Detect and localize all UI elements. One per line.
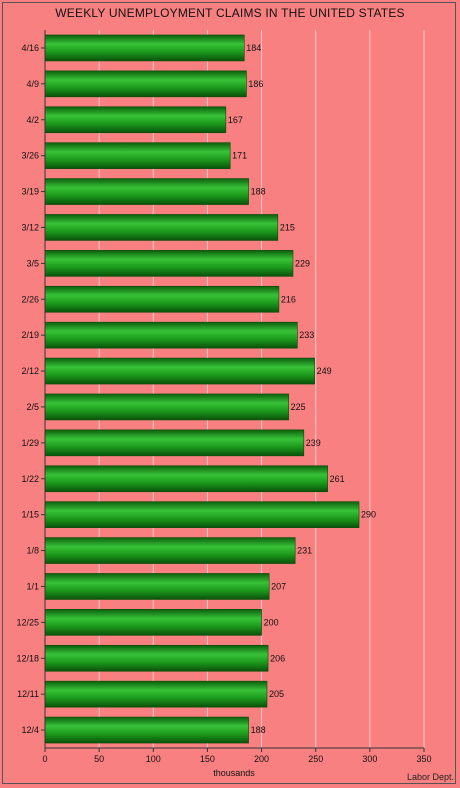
bar <box>44 501 360 528</box>
bar <box>44 680 268 708</box>
data-label: 167 <box>228 115 243 125</box>
source-label: Labor Dept. <box>406 772 454 782</box>
y-tick-label: 4/2 <box>26 115 39 125</box>
chart-frame <box>2 2 456 784</box>
bar <box>44 429 305 457</box>
bar <box>44 250 294 277</box>
data-label: 215 <box>280 222 295 232</box>
bar <box>44 106 227 134</box>
y-tick-label: 12/25 <box>16 617 39 627</box>
y-tick-label: 12/4 <box>21 725 39 735</box>
y-tick-label: 3/5 <box>26 258 39 268</box>
bar <box>44 716 249 744</box>
y-tick-label: 4/9 <box>26 79 39 89</box>
y-tick-label: 1/22 <box>21 474 39 484</box>
y-tick-label: 1/29 <box>21 438 39 448</box>
data-label: 233 <box>299 330 314 340</box>
bar <box>44 357 315 385</box>
data-label: 216 <box>281 294 296 304</box>
x-tick-label: 250 <box>308 754 323 764</box>
x-tick-label: 50 <box>94 754 104 764</box>
y-tick-label: 3/12 <box>21 222 39 232</box>
data-label: 205 <box>269 689 284 699</box>
data-label: 188 <box>251 187 266 197</box>
y-tick-label: 12/18 <box>16 653 39 663</box>
x-tick-label: 100 <box>146 754 161 764</box>
bar <box>44 465 328 493</box>
y-tick-label: 1/1 <box>26 581 39 591</box>
x-tick-label: 0 <box>42 754 47 764</box>
bar <box>44 321 298 349</box>
data-label: 261 <box>330 474 345 484</box>
y-tick-label: 1/8 <box>26 546 39 556</box>
bar <box>44 178 249 205</box>
bar <box>44 644 269 672</box>
y-tick-label: 4/16 <box>21 43 39 53</box>
data-label: 188 <box>251 725 266 735</box>
y-tick-label: 2/26 <box>21 294 39 304</box>
chart-title: WEEKLY UNEMPLOYMENT CLAIMS IN THE UNITED… <box>55 6 405 20</box>
y-tick-label: 3/26 <box>21 151 39 161</box>
bar <box>44 609 262 636</box>
bar <box>44 573 270 600</box>
bar <box>44 393 289 421</box>
data-label: 171 <box>232 151 247 161</box>
y-tick-label: 2/19 <box>21 330 39 340</box>
data-label: 207 <box>271 581 286 591</box>
data-label: 200 <box>264 617 279 627</box>
y-tick-label: 2/5 <box>26 402 39 412</box>
bar <box>44 214 279 241</box>
data-label: 239 <box>306 438 321 448</box>
data-label: 225 <box>291 402 306 412</box>
bar <box>44 285 280 313</box>
y-tick-label: 1/15 <box>21 510 39 520</box>
data-label: 229 <box>295 258 310 268</box>
data-label: 186 <box>248 79 263 89</box>
x-tick-label: 150 <box>200 754 215 764</box>
data-label: 184 <box>246 43 261 53</box>
data-label: 249 <box>317 366 332 376</box>
data-label: 290 <box>361 510 376 520</box>
x-axis-label: thousands <box>213 768 255 778</box>
y-tick-label: 2/12 <box>21 366 39 376</box>
bar <box>44 537 296 564</box>
y-tick-label: 3/19 <box>21 187 39 197</box>
x-tick-label: 300 <box>362 754 377 764</box>
data-label: 231 <box>297 546 312 556</box>
data-label: 206 <box>270 653 285 663</box>
bar <box>44 34 245 62</box>
bar <box>44 70 247 98</box>
x-tick-label: 350 <box>416 754 431 764</box>
bar <box>44 142 231 169</box>
x-tick-label: 200 <box>254 754 269 764</box>
y-tick-label: 12/11 <box>17 689 39 699</box>
